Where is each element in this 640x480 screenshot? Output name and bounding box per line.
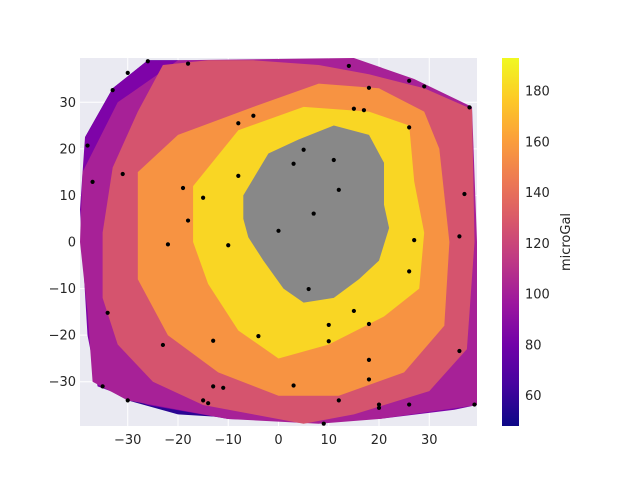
data-point: [185, 218, 191, 223]
data-point: [376, 402, 382, 407]
data-point: [180, 185, 186, 191]
colorbar-tick-label: 160: [525, 135, 550, 150]
data-point: [110, 88, 115, 93]
data-point: [472, 402, 477, 407]
y-tick-labels: −30 −20 −10 0 10 20 30: [49, 96, 76, 390]
x-tick-label: 0: [274, 433, 282, 448]
colorbar-tick-label: 60: [525, 389, 542, 404]
data-point: [331, 157, 336, 163]
data-point: [366, 357, 372, 362]
colorbar-tick-label: 180: [525, 84, 550, 99]
data-point: [236, 121, 241, 126]
colorbar-tick-labels: 60 80 100 120 140 160 180: [525, 84, 550, 404]
data-point: [366, 377, 372, 382]
contour-region-186: [243, 125, 390, 303]
data-point: [125, 70, 130, 76]
data-point: [105, 310, 110, 315]
data-point: [457, 348, 462, 354]
colorbar-label: microGal: [559, 213, 574, 271]
data-point: [291, 383, 296, 388]
data-point: [226, 243, 231, 248]
data-point: [90, 179, 95, 185]
data-point: [412, 238, 417, 243]
data-point: [311, 211, 316, 216]
x-tick-label: −30: [114, 433, 141, 448]
data-point: [85, 143, 90, 148]
data-point: [457, 234, 462, 239]
data-point: [366, 85, 372, 90]
y-tick-label: 30: [59, 96, 76, 111]
data-points: [85, 59, 477, 426]
data-point: [336, 187, 341, 192]
data-point: [407, 78, 412, 83]
data-point: [336, 398, 341, 403]
colorbar-tick-label: 120: [525, 237, 550, 252]
data-point: [326, 339, 331, 344]
data-point: [321, 421, 326, 426]
data-point: [211, 384, 216, 389]
data-point: [301, 147, 306, 152]
colorbar-tick-label: 100: [525, 288, 550, 303]
data-point: [251, 113, 256, 118]
data-point: [100, 384, 105, 389]
y-tick-label: −30: [49, 375, 76, 390]
data-point: [291, 161, 296, 166]
y-tick-label: −20: [49, 329, 76, 344]
data-point: [407, 402, 412, 407]
x-tick-label: 20: [371, 433, 388, 448]
data-point: [211, 338, 216, 343]
x-tick-label: −20: [164, 433, 191, 448]
data-point: [462, 191, 467, 197]
data-point: [201, 398, 206, 403]
data-point: [306, 286, 311, 292]
data-point: [407, 269, 412, 274]
colorbar: [502, 58, 519, 426]
contour-regions: [80, 58, 477, 424]
data-point: [326, 322, 331, 328]
data-point: [165, 242, 171, 247]
data-point: [221, 385, 226, 390]
data-point: [422, 84, 427, 89]
y-tick-label: 10: [59, 189, 76, 204]
data-point: [376, 405, 382, 410]
data-point: [201, 195, 206, 200]
data-point: [361, 108, 367, 113]
data-point: [206, 401, 211, 406]
colorbar-tick-label: 80: [525, 338, 542, 353]
colorbar-tick-label: 140: [525, 186, 550, 201]
x-tick-label: 30: [421, 433, 438, 448]
x-tick-label: 10: [320, 433, 337, 448]
y-tick-label: 20: [59, 142, 76, 157]
data-point: [120, 171, 125, 177]
data-point: [256, 333, 261, 339]
x-tick-label: −10: [215, 433, 242, 448]
data-point: [145, 59, 150, 64]
data-point: [160, 342, 166, 348]
data-point: [351, 308, 356, 314]
data-point: [467, 105, 472, 110]
x-tick-labels: −30 −20 −10 0 10 20 30: [114, 433, 438, 448]
data-point: [185, 61, 191, 66]
data-point: [366, 321, 372, 327]
data-point: [407, 125, 412, 130]
data-point: [125, 398, 130, 403]
data-point: [236, 173, 241, 178]
y-tick-label: −10: [49, 282, 76, 297]
data-point: [276, 228, 281, 233]
data-point: [351, 106, 356, 111]
data-point: [346, 63, 351, 69]
y-tick-label: 0: [68, 236, 76, 251]
